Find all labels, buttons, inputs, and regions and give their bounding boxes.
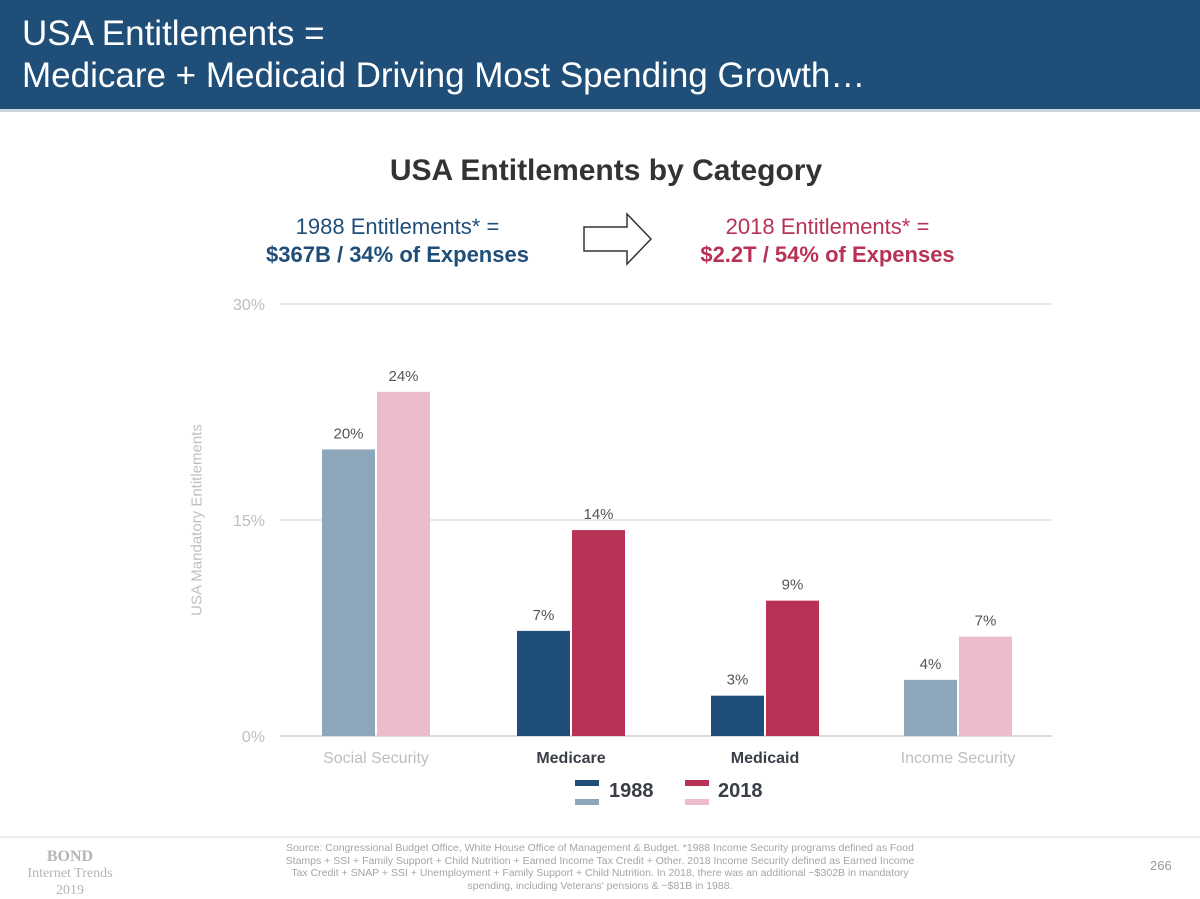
x-tick-label: Income Security [901,750,1016,767]
legend-swatch-1988-dark [575,780,599,786]
x-tick-label: Social Security [323,750,429,767]
source-note: Source: Congressional Budget Office, Whi… [285,842,915,892]
y-axis-label: USA Mandatory Entitlements [188,424,206,616]
summary-2018-line1: 2018 Entitlements* = [725,214,930,239]
data-label: 20% [333,425,363,442]
slide-header: USA Entitlements = Medicare + Medicaid D… [0,0,1200,112]
summary-2018-line2: $2.2T / 54% of Expenses [700,242,955,267]
legend-swatch-1988-light [575,799,599,805]
x-tick-label: Medicaid [731,750,799,767]
bar-2018-social-security [377,391,430,736]
bar-1988-medicaid [711,695,764,736]
logo-line3: 2019 [56,883,84,898]
bar-2018-medicaid [766,600,819,736]
data-label: 14% [583,506,613,523]
right-arrow-icon [583,212,653,266]
summary-2018: 2018 Entitlements* = $2.2T / 54% of Expe… [660,213,995,269]
legend-swatch-2018-dark [685,780,709,786]
data-label: 24% [388,368,418,385]
y-tick-label: 30% [233,297,265,314]
y-tick-label: 0% [242,729,265,746]
bar-1988-social-security [322,449,375,736]
data-label: 3% [727,672,749,689]
bar-2018-medicare [572,530,625,736]
x-tick-label: Medicare [536,750,605,767]
bar-1988-medicare [517,630,570,736]
legend-label-2018: 2018 [718,780,763,802]
logo-line2: Internet Trends [27,866,113,881]
data-label: 7% [533,607,555,624]
data-label: 9% [782,577,804,594]
bar-2018-income-security [959,636,1012,736]
legend-label-1988: 1988 [609,780,654,802]
bond-logo: BOND Internet Trends 2019 [20,848,120,899]
summary-1988-line2: $367B / 34% of Expenses [266,242,529,267]
data-label: 7% [975,613,997,630]
data-label: 4% [920,656,942,673]
bar-1988-income-security [904,679,957,736]
y-tick-label: 15% [233,513,265,530]
chart-title: USA Entitlements by Category [389,154,823,187]
summary-1988-line1: 1988 Entitlements* = [295,214,500,239]
slide-title-line2: Medicare + Medicaid Driving Most Spendin… [22,56,866,95]
footer-divider [0,836,1200,838]
slide-title-line1: USA Entitlements = [22,14,325,53]
page-number: 266 [1150,858,1172,873]
summary-1988: 1988 Entitlements* = $367B / 34% of Expe… [230,213,565,269]
legend-swatch-2018-light [685,799,709,805]
logo-line1: BOND [46,848,94,865]
